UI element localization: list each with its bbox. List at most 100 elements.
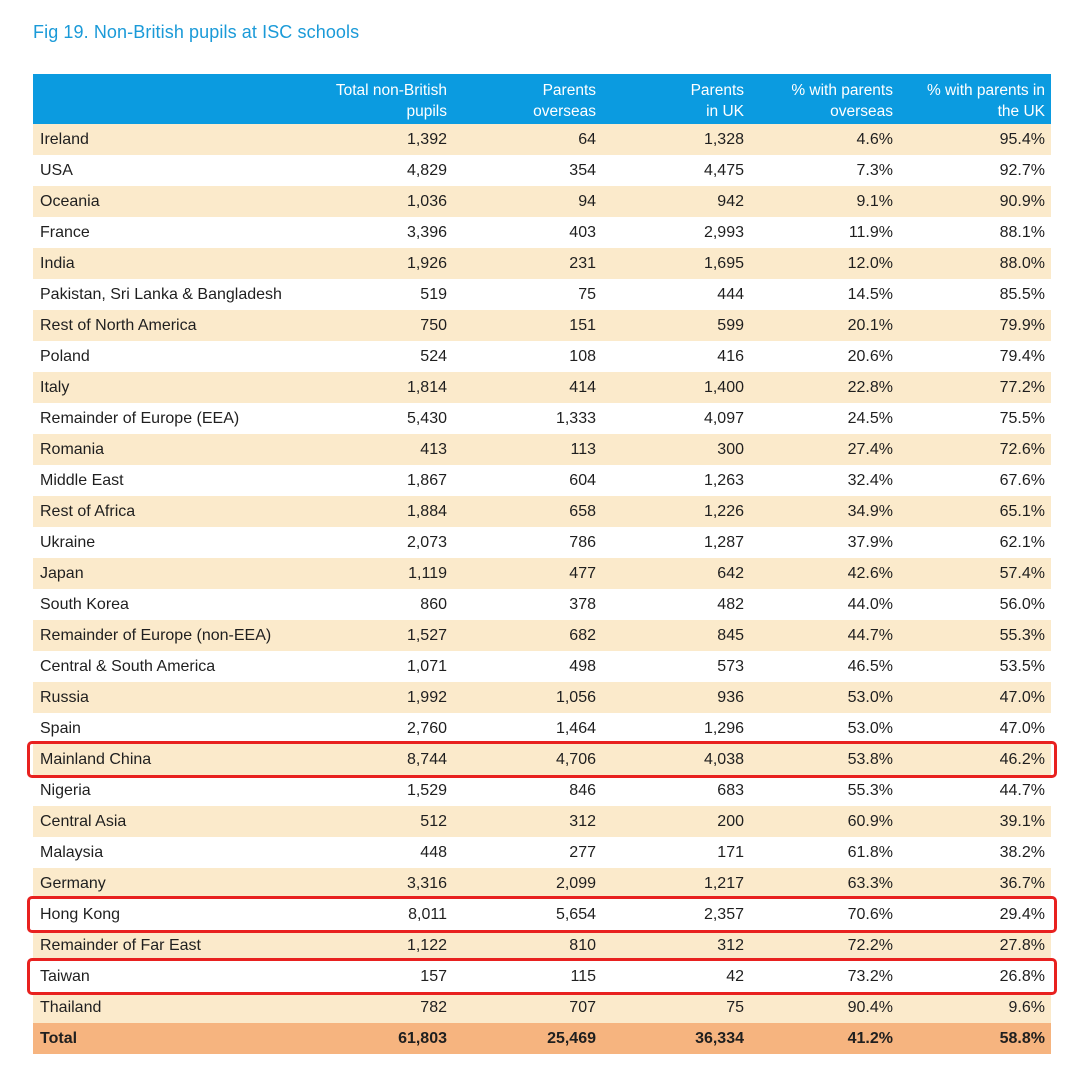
cell-pct-overseas: 20.6% xyxy=(750,341,899,372)
cell-region: Oceania xyxy=(33,186,305,217)
cell-pct-uk: 36.7% xyxy=(899,868,1051,899)
cell-parents-in-uk: 416 xyxy=(602,341,750,372)
cell-pct-uk: 9.6% xyxy=(899,992,1051,1023)
table-row: Pakistan, Sri Lanka & Bangladesh 519 75 444… xyxy=(33,279,1051,310)
cell-pct-uk: 27.8% xyxy=(899,930,1051,961)
cell-pct-uk: 79.9% xyxy=(899,310,1051,341)
cell-total-pupils: 3,316 xyxy=(305,868,453,899)
table-row: Remainder of Far East 1,122 810 312 72.2% 27.… xyxy=(33,930,1051,961)
cell-region: Romania xyxy=(33,434,305,465)
table-row: Russia 1,992 1,056 936 53.0% 47.0% xyxy=(33,682,1051,713)
cell-parents-overseas: 477 xyxy=(453,558,602,589)
cell-parents-overseas: 75 xyxy=(453,279,602,310)
cell-region: India xyxy=(33,248,305,279)
table-row: India 1,926 231 1,695 12.0% 88.0% xyxy=(33,248,1051,279)
cell-pct-overseas: 53.0% xyxy=(750,713,899,744)
cell-pct-uk: 47.0% xyxy=(899,713,1051,744)
header-total-pupils: Total non-British pupils xyxy=(305,74,453,124)
table-row: South Korea 860 378 482 44.0% 56.0% xyxy=(33,589,1051,620)
cell-parents-overseas: 64 xyxy=(453,124,602,155)
cell-pct-uk: 92.7% xyxy=(899,155,1051,186)
total-cell-total-pupils: 61,803 xyxy=(305,1023,453,1054)
cell-total-pupils: 4,829 xyxy=(305,155,453,186)
cell-total-pupils: 860 xyxy=(305,589,453,620)
cell-region: Remainder of Europe (non-EEA) xyxy=(33,620,305,651)
cell-total-pupils: 448 xyxy=(305,837,453,868)
cell-region: Hong Kong xyxy=(33,899,305,930)
cell-pct-uk: 47.0% xyxy=(899,682,1051,713)
cell-pct-overseas: 12.0% xyxy=(750,248,899,279)
cell-parents-in-uk: 599 xyxy=(602,310,750,341)
cell-parents-overseas: 115 xyxy=(453,961,602,992)
cell-region: France xyxy=(33,217,305,248)
cell-parents-in-uk: 171 xyxy=(602,837,750,868)
cell-region: Russia xyxy=(33,682,305,713)
cell-total-pupils: 157 xyxy=(305,961,453,992)
cell-region: Ukraine xyxy=(33,527,305,558)
cell-region: Japan xyxy=(33,558,305,589)
cell-region: Middle East xyxy=(33,465,305,496)
total-cell-pct-overseas: 41.2% xyxy=(750,1023,899,1054)
cell-parents-in-uk: 200 xyxy=(602,806,750,837)
table-row: Middle East 1,867 604 1,263 32.4% 67.6% xyxy=(33,465,1051,496)
cell-pct-overseas: 44.0% xyxy=(750,589,899,620)
cell-pct-overseas: 37.9% xyxy=(750,527,899,558)
cell-region: Taiwan xyxy=(33,961,305,992)
cell-region: South Korea xyxy=(33,589,305,620)
cell-parents-in-uk: 300 xyxy=(602,434,750,465)
total-row: Total 61,803 25,469 36,334 41.2% 58.8% xyxy=(33,1023,1051,1054)
cell-pct-uk: 38.2% xyxy=(899,837,1051,868)
cell-parents-in-uk: 2,357 xyxy=(602,899,750,930)
cell-pct-uk: 26.8% xyxy=(899,961,1051,992)
cell-pct-overseas: 20.1% xyxy=(750,310,899,341)
cell-pct-overseas: 90.4% xyxy=(750,992,899,1023)
cell-parents-overseas: 1,333 xyxy=(453,403,602,434)
cell-total-pupils: 3,396 xyxy=(305,217,453,248)
cell-parents-overseas: 151 xyxy=(453,310,602,341)
cell-total-pupils: 1,926 xyxy=(305,248,453,279)
table-row: Rest of Africa 1,884 658 1,226 34.9% 65.1% xyxy=(33,496,1051,527)
cell-parents-in-uk: 845 xyxy=(602,620,750,651)
cell-pct-uk: 88.1% xyxy=(899,217,1051,248)
cell-region: Thailand xyxy=(33,992,305,1023)
cell-total-pupils: 1,867 xyxy=(305,465,453,496)
table-row: Central & South America 1,071 498 573 46.5% 5… xyxy=(33,651,1051,682)
cell-total-pupils: 1,992 xyxy=(305,682,453,713)
cell-total-pupils: 1,036 xyxy=(305,186,453,217)
cell-parents-in-uk: 1,296 xyxy=(602,713,750,744)
cell-parents-overseas: 786 xyxy=(453,527,602,558)
cell-pct-uk: 95.4% xyxy=(899,124,1051,155)
cell-total-pupils: 1,392 xyxy=(305,124,453,155)
cell-parents-in-uk: 4,097 xyxy=(602,403,750,434)
cell-region: Malaysia xyxy=(33,837,305,868)
cell-total-pupils: 519 xyxy=(305,279,453,310)
cell-pct-uk: 88.0% xyxy=(899,248,1051,279)
cell-parents-in-uk: 75 xyxy=(602,992,750,1023)
cell-pct-overseas: 24.5% xyxy=(750,403,899,434)
cell-parents-in-uk: 1,287 xyxy=(602,527,750,558)
cell-parents-overseas: 403 xyxy=(453,217,602,248)
cell-pct-overseas: 61.8% xyxy=(750,837,899,868)
cell-region: USA xyxy=(33,155,305,186)
cell-pct-overseas: 44.7% xyxy=(750,620,899,651)
table-body: Ireland 1,392 64 1,328 4.6% 95.4% USA 4,829 354 4… xyxy=(33,124,1051,1054)
cell-pct-uk: 65.1% xyxy=(899,496,1051,527)
cell-total-pupils: 782 xyxy=(305,992,453,1023)
total-cell-region: Total xyxy=(33,1023,305,1054)
table-row: Oceania 1,036 94 942 9.1% 90.9% xyxy=(33,186,1051,217)
cell-parents-overseas: 108 xyxy=(453,341,602,372)
cell-region: Remainder of Europe (EEA) xyxy=(33,403,305,434)
cell-parents-overseas: 1,056 xyxy=(453,682,602,713)
cell-parents-in-uk: 42 xyxy=(602,961,750,992)
cell-pct-overseas: 63.3% xyxy=(750,868,899,899)
cell-parents-in-uk: 4,038 xyxy=(602,744,750,775)
cell-pct-overseas: 42.6% xyxy=(750,558,899,589)
header-row: Total non-British pupils Parents overseas … xyxy=(33,74,1051,124)
cell-parents-in-uk: 312 xyxy=(602,930,750,961)
cell-pct-uk: 56.0% xyxy=(899,589,1051,620)
cell-region: Ireland xyxy=(33,124,305,155)
cell-region: Spain xyxy=(33,713,305,744)
cell-pct-uk: 39.1% xyxy=(899,806,1051,837)
table-row: Germany 3,316 2,099 1,217 63.3% 36.7% xyxy=(33,868,1051,899)
cell-pct-overseas: 55.3% xyxy=(750,775,899,806)
